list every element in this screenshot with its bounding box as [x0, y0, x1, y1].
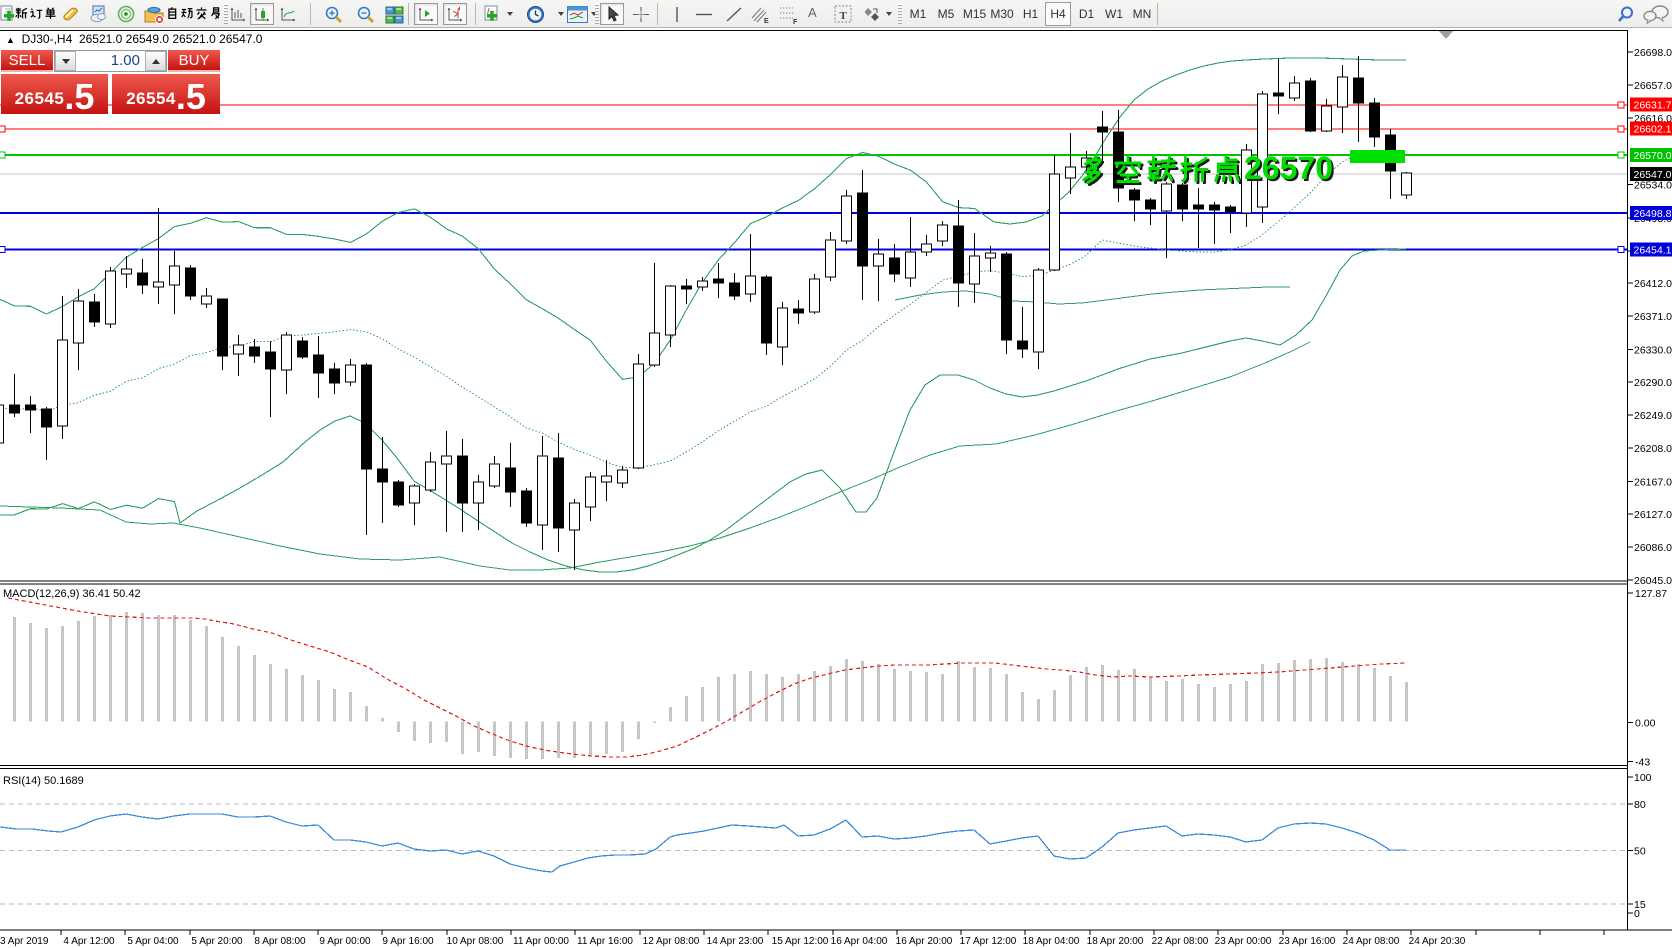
svg-text:E: E: [764, 18, 769, 25]
svg-text:RSI(14) 50.1689: RSI(14) 50.1689: [3, 775, 84, 787]
svg-text:18 Apr 20:00: 18 Apr 20:00: [1087, 936, 1144, 947]
svg-text:MACD(12,26,9) 36.41 50.42: MACD(12,26,9) 36.41 50.42: [3, 588, 141, 600]
svg-text:26249.0: 26249.0: [1634, 410, 1672, 422]
svg-text:F: F: [793, 19, 798, 25]
svg-text:0.00: 0.00: [1635, 718, 1656, 730]
svg-text:26045.0: 26045.0: [1634, 575, 1672, 587]
svg-text:22 Apr 08:00: 22 Apr 08:00: [1152, 936, 1209, 947]
svg-text:80: 80: [1634, 799, 1646, 811]
svg-text:15: 15: [1634, 899, 1646, 911]
svg-text:26602.1: 26602.1: [1634, 124, 1672, 136]
svg-text:9 Apr 00:00: 9 Apr 00:00: [319, 936, 371, 947]
svg-text:26534.0: 26534.0: [1634, 180, 1672, 192]
svg-text:24 Apr 08:00: 24 Apr 08:00: [1343, 936, 1400, 947]
svg-text:26698.0: 26698.0: [1634, 47, 1672, 59]
svg-text:f: f: [487, 7, 491, 16]
svg-text:T: T: [840, 10, 848, 22]
svg-text:9 Apr 16:00: 9 Apr 16:00: [382, 936, 434, 947]
svg-text:26330.0: 26330.0: [1634, 345, 1672, 357]
svg-text:24 Apr 20:30: 24 Apr 20:30: [1409, 936, 1466, 947]
svg-text:14 Apr 23:00: 14 Apr 23:00: [707, 936, 764, 947]
svg-text:26570: 26570: [1246, 152, 1335, 188]
svg-text:26570: 26570: [1244, 150, 1333, 186]
svg-text:127.87: 127.87: [1635, 588, 1667, 600]
svg-text:23 Apr 00:00: 23 Apr 00:00: [1215, 936, 1272, 947]
svg-text:26498.8: 26498.8: [1634, 208, 1672, 220]
svg-text:26086.0: 26086.0: [1634, 542, 1672, 554]
svg-text:26570.0: 26570.0: [1634, 150, 1672, 162]
svg-text:18 Apr 04:00: 18 Apr 04:00: [1023, 936, 1080, 947]
svg-text:26127.0: 26127.0: [1634, 509, 1672, 521]
svg-text:26167.0: 26167.0: [1634, 477, 1672, 489]
svg-text:12 Apr 08:00: 12 Apr 08:00: [643, 936, 700, 947]
svg-text:3 Apr 2019: 3 Apr 2019: [0, 936, 49, 947]
svg-text:16 Apr 20:00: 16 Apr 20:00: [896, 936, 953, 947]
svg-text:11 Apr 16:00: 11 Apr 16:00: [577, 936, 633, 947]
svg-text:10 Apr 08:00: 10 Apr 08:00: [447, 936, 504, 947]
svg-text:5 Apr 04:00: 5 Apr 04:00: [127, 936, 179, 947]
svg-text:4 Apr 12:00: 4 Apr 12:00: [63, 936, 115, 947]
svg-text:26208.0: 26208.0: [1634, 443, 1672, 455]
svg-text:0: 0: [1634, 908, 1640, 920]
svg-text:100: 100: [1634, 772, 1652, 784]
svg-text:16 Apr 04:00: 16 Apr 04:00: [831, 936, 888, 947]
svg-text:8 Apr 08:00: 8 Apr 08:00: [254, 936, 306, 947]
svg-text:11 Apr 00:00: 11 Apr 00:00: [513, 936, 569, 947]
svg-text:17 Apr 12:00: 17 Apr 12:00: [960, 936, 1017, 947]
svg-text:15 Apr 12:00: 15 Apr 12:00: [772, 936, 829, 947]
svg-text:26547.0: 26547.0: [1634, 169, 1672, 181]
svg-text:26412.0: 26412.0: [1634, 278, 1672, 290]
svg-text:23 Apr 16:00: 23 Apr 16:00: [1279, 936, 1336, 947]
svg-text:26631.7: 26631.7: [1634, 100, 1672, 112]
svg-text:50: 50: [1634, 845, 1646, 857]
svg-text:26657.0: 26657.0: [1634, 80, 1672, 92]
svg-text:26290.0: 26290.0: [1634, 377, 1672, 389]
svg-text:5 Apr 20:00: 5 Apr 20:00: [191, 936, 243, 947]
svg-text:26371.0: 26371.0: [1634, 311, 1672, 323]
svg-text:26454.1: 26454.1: [1634, 245, 1672, 257]
svg-text:-43: -43: [1635, 757, 1650, 769]
